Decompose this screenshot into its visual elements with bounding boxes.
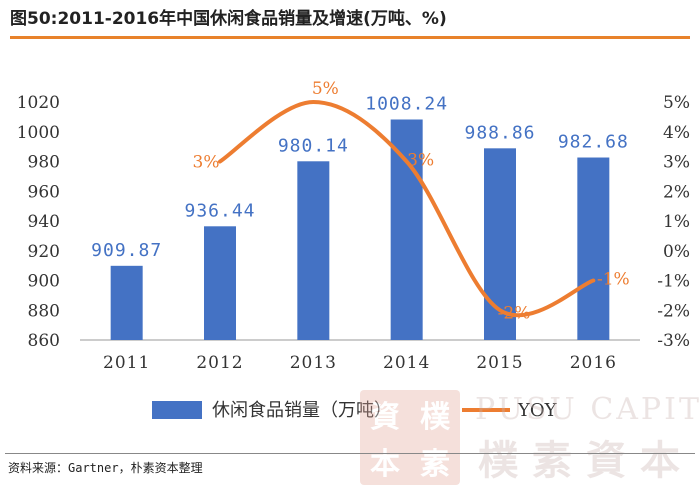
y-right-tick-label: -3% — [657, 331, 690, 351]
bar-value-label: 1008.24 — [365, 93, 448, 114]
bar-value-label: 936.44 — [184, 200, 255, 221]
yoy-value-label: -2% — [498, 303, 531, 323]
x-tick-label: 2015 — [476, 353, 523, 373]
y-right-tick-label: 3% — [663, 153, 690, 173]
title-divider — [10, 36, 690, 39]
bar-value-label: 909.87 — [91, 240, 162, 261]
y-right-tick-label: -1% — [657, 272, 690, 292]
bar — [297, 161, 330, 340]
x-tick-label: 2012 — [196, 353, 243, 373]
y-right-tick-label: 0% — [663, 242, 690, 262]
y-left-tick-label: 940 — [28, 212, 60, 232]
x-tick-label: 2013 — [290, 353, 337, 373]
yoy-value-label: 5% — [312, 79, 339, 99]
yoy-line — [218, 99, 596, 318]
y-left-tick-label: 860 — [28, 331, 60, 351]
y-right-tick-label: 5% — [663, 93, 690, 113]
y-left-tick-label: 980 — [28, 153, 60, 173]
legend-label-bar: 休闲食品销量（万吨） — [212, 400, 392, 421]
bar — [204, 226, 236, 340]
yoy-value-label: -1% — [597, 270, 630, 290]
y-left-tick-label: 880 — [28, 301, 60, 321]
y-left-tick-label: 900 — [28, 272, 60, 292]
bar — [110, 265, 143, 340]
bar-value-label: 988.86 — [464, 122, 535, 143]
x-tick-label: 2014 — [383, 353, 430, 373]
chart-title: 图50:2011-2016年中国休闲食品销量及增速(万吨、%) — [10, 9, 447, 29]
bar-value-label: 980.14 — [278, 135, 349, 156]
legend-swatch-bar — [152, 401, 202, 419]
y-right-tick-label: 2% — [663, 182, 690, 202]
x-tick-label: 2011 — [103, 353, 150, 373]
y-left-tick-label: 920 — [28, 242, 60, 262]
y-right-tick-label: -2% — [657, 301, 690, 321]
footer-divider — [5, 453, 695, 454]
yoy-value-label: 3% — [193, 153, 220, 173]
bar-value-label: 982.68 — [558, 132, 629, 153]
bar — [390, 119, 423, 340]
y-right-tick-label: 4% — [663, 123, 690, 143]
y-left-tick-label: 1000 — [17, 123, 60, 143]
x-tick-label: 2016 — [570, 353, 617, 373]
y-right-tick-label: 1% — [663, 212, 690, 232]
y-left-tick-label: 1020 — [17, 93, 60, 113]
bar — [577, 157, 610, 340]
source-note: 资料来源：Gartner，朴素资本整理 — [8, 461, 203, 475]
yoy-value-label: 3% — [407, 151, 434, 171]
y-left-tick-label: 960 — [28, 182, 60, 202]
legend-label-line: YOY — [517, 400, 558, 421]
